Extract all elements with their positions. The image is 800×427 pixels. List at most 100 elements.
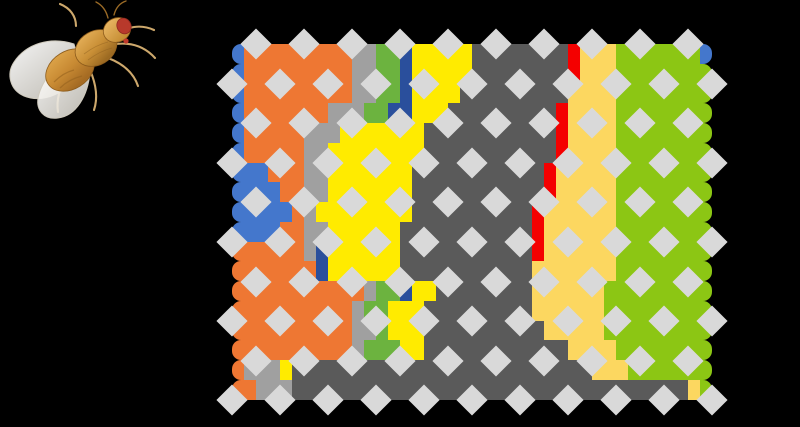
mosaic-cell-orange[interactable] [280,221,304,242]
mosaic-cell-yellow[interactable] [316,202,412,222]
mosaic-cell-sand[interactable] [544,202,616,222]
mosaic-cell-yellow[interactable] [328,261,400,282]
mosaic-cell-green[interactable] [616,182,712,203]
mosaic-cell-dark_gray[interactable] [460,83,568,104]
mosaic-cell-mid_gray[interactable] [352,63,376,84]
mosaic-cell-dark_gray[interactable] [424,340,568,361]
mosaic-cell-orange[interactable] [232,281,364,301]
mosaic-cell-navy[interactable] [388,103,412,124]
mosaic-cell-blue[interactable] [232,123,244,143]
mosaic-cell-yellow[interactable] [328,142,424,163]
mosaic-cell-yellow[interactable] [412,63,472,84]
mosaic-cell-mid_green[interactable] [376,63,400,84]
mosaic-cell-orange[interactable] [232,380,256,400]
mosaic-cell-green[interactable] [616,63,712,84]
mosaic-cell-dark_gray[interactable] [436,281,532,301]
mosaic-cell-blue[interactable] [232,202,292,222]
mosaic-cell-mid_gray[interactable] [352,320,376,341]
mosaic-cell-sand[interactable] [544,320,604,341]
mosaic-cell-orange[interactable] [268,162,304,183]
mosaic-cell-sand[interactable] [568,123,616,143]
mosaic-cell-mid_gray[interactable] [352,44,376,64]
mosaic-cell-blue[interactable] [700,44,712,64]
mosaic-cell-orange[interactable] [232,340,352,361]
mosaic-cell-blue[interactable] [232,182,280,203]
mosaic-cell-blue[interactable] [232,44,244,64]
mosaic-cell-red[interactable] [568,63,580,84]
mosaic-cell-navy[interactable] [400,281,412,301]
mosaic-cell-green[interactable] [616,202,712,222]
mosaic-cell-navy[interactable] [400,63,412,84]
mosaic-cell-sand[interactable] [532,281,604,301]
mosaic-cell-red[interactable] [556,103,568,124]
mosaic-cell-green[interactable] [604,320,712,341]
mosaic-cell-green[interactable] [616,162,712,183]
mosaic-cell-orange[interactable] [244,123,304,143]
mosaic-cell-red[interactable] [532,241,544,262]
mosaic-cell-sand[interactable] [568,142,616,163]
mosaic-cell-green[interactable] [604,281,712,301]
mosaic-cell-yellow[interactable] [388,320,424,341]
mosaic-cell-mid_green[interactable] [364,103,388,124]
mosaic-cell-yellow[interactable] [388,300,424,321]
mosaic-cell-mid_gray[interactable] [304,221,328,242]
mosaic-cell-green[interactable] [604,300,712,321]
mosaic-cell-green[interactable] [616,142,712,163]
mosaic-cell-orange[interactable] [280,182,304,203]
mosaic-cell-yellow[interactable] [328,162,412,183]
mosaic-cell-sand[interactable] [568,340,616,361]
mosaic-cell-dark_gray[interactable] [424,123,556,143]
mosaic-cell-dark_gray[interactable] [400,241,532,262]
mosaic-cell-sand[interactable] [568,83,616,104]
mosaic-cell-yellow[interactable] [328,241,400,262]
mosaic-cell-dark_gray[interactable] [292,360,592,381]
mosaic-cell-dark_gray[interactable] [412,202,532,222]
mosaic-cell-mid_gray[interactable] [352,300,364,321]
mosaic-cell-sand[interactable] [580,44,616,64]
mosaic-cell-yellow[interactable] [280,360,292,381]
mosaic-cell-red[interactable] [544,182,556,203]
mosaic-cell-sand[interactable] [580,63,616,84]
mosaic-cell-green[interactable] [628,360,712,381]
mosaic-cell-blue[interactable] [232,142,244,163]
mosaic-cell-dark_gray[interactable] [448,103,556,124]
mosaic-cell-mid_green[interactable] [376,83,400,104]
mosaic-cell-mid_gray[interactable] [304,123,340,143]
mosaic-cell-yellow[interactable] [340,123,424,143]
mosaic-cell-mid_gray[interactable] [304,202,316,222]
mosaic-cell-mid_green[interactable] [376,281,400,301]
mosaic-cell-yellow[interactable] [412,103,448,124]
mosaic-cell-dark_gray[interactable] [472,63,568,84]
mosaic-cell-orange[interactable] [292,202,304,222]
mosaic-cell-green[interactable] [616,340,712,361]
mosaic-cell-yellow[interactable] [400,340,424,361]
mosaic-cell-green[interactable] [616,103,712,124]
mosaic-cell-mid_green[interactable] [376,320,388,341]
mosaic-cell-dark_gray[interactable] [424,142,556,163]
mosaic-cell-yellow[interactable] [412,44,472,64]
mosaic-cell-red[interactable] [532,221,544,242]
mosaic-cell-mid_gray[interactable] [244,360,280,381]
mosaic-cell-mid_gray[interactable] [352,83,376,104]
mosaic-cell-yellow[interactable] [412,83,460,104]
mosaic-cell-sand[interactable] [556,182,616,203]
mosaic-cell-dark_gray[interactable] [424,320,544,341]
mosaic-cell-orange[interactable] [244,63,352,84]
mosaic-cell-orange[interactable] [232,360,244,381]
mosaic-cell-navy[interactable] [400,83,412,104]
mosaic-cell-dark_gray[interactable] [412,182,544,203]
mosaic-cell-dark_gray[interactable] [424,300,532,321]
mosaic-cell-mid_gray[interactable] [256,380,292,400]
mosaic-cell-navy[interactable] [316,261,328,282]
mosaic-cell-sand[interactable] [688,380,700,400]
mosaic-cell-dark_gray[interactable] [400,261,532,282]
mosaic-cell-orange[interactable] [244,103,328,124]
mosaic-cell-mid_gray[interactable] [304,182,328,203]
mosaic-cell-green[interactable] [616,83,712,104]
mosaic-cell-orange[interactable] [244,83,352,104]
mosaic-cell-mid_green[interactable] [364,300,388,321]
mosaic-cell-sand[interactable] [556,162,616,183]
mosaic-cell-green[interactable] [616,123,712,143]
mosaic-cell-green[interactable] [616,221,712,242]
mosaic-cell-blue[interactable] [232,83,244,104]
